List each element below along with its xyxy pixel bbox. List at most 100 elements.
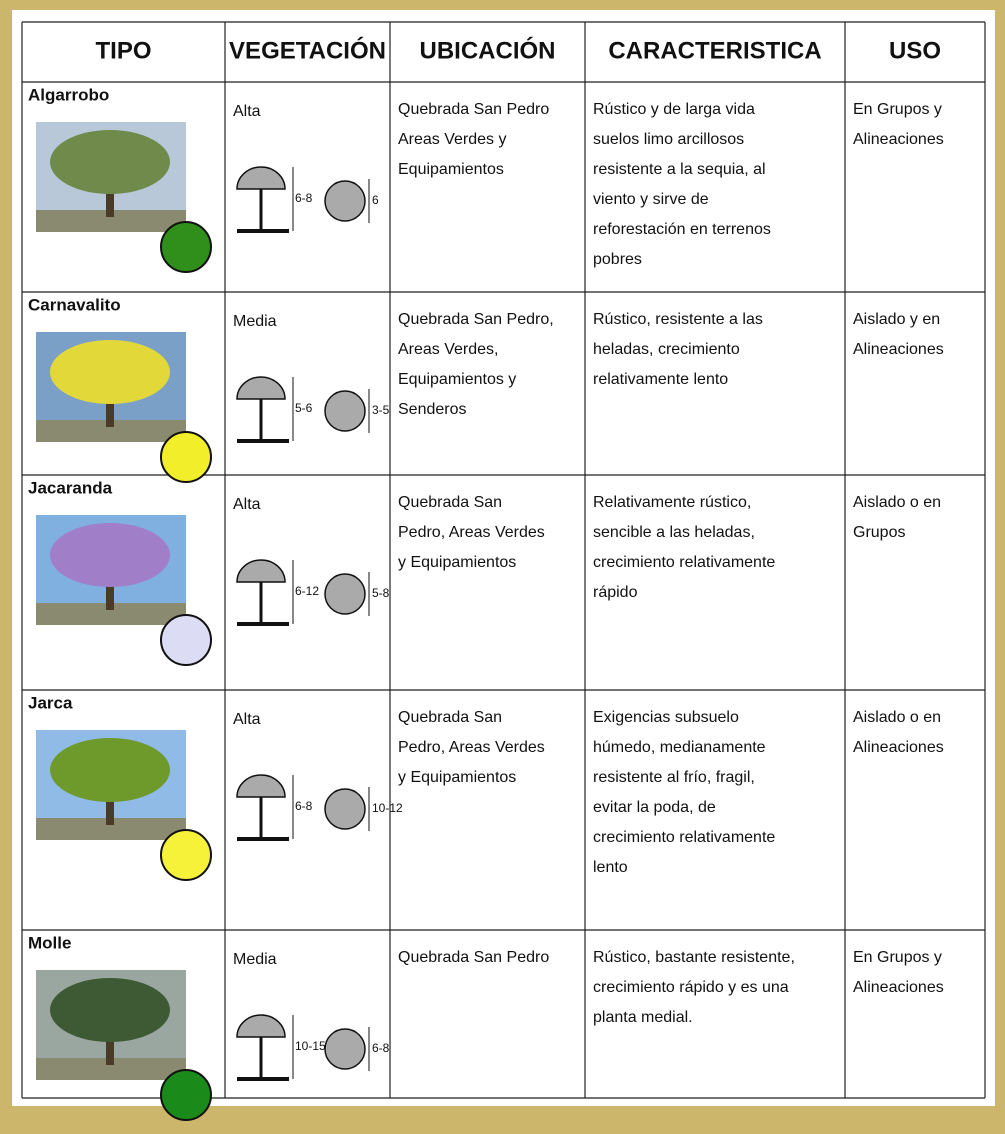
tree-photo-ground (36, 420, 186, 442)
feature-line: viento y sirve de (593, 191, 709, 208)
crown-icon (324, 390, 366, 432)
use-line: Grupos (853, 524, 905, 541)
crown-icon (324, 180, 366, 222)
tree-photo-crown (50, 738, 170, 802)
elevation-icon (236, 774, 286, 798)
use-line: Alineaciones (853, 341, 944, 358)
feature-line: resistente al frío, fragil, (593, 769, 755, 786)
feature-line: crecimiento relativamente (593, 829, 775, 846)
feature-line: reforestación en terrenos (593, 221, 771, 238)
feature-line: Rústico y de larga vida (593, 101, 755, 118)
use-line: Aislado o en (853, 494, 941, 511)
crown-icon (324, 1028, 366, 1070)
tree-plan-symbol (160, 1069, 212, 1121)
tree-photo-trunk (106, 565, 114, 610)
location-line: Quebrada San Pedro (398, 101, 549, 118)
feature-line: heladas, crecimiento (593, 341, 740, 358)
location-line: y Equipamientos (398, 554, 516, 571)
feature-line: evitar la poda, de (593, 799, 716, 816)
tree-photo-ground (36, 603, 186, 625)
column-header: USO (889, 37, 941, 64)
location-line: Pedro, Areas Verdes (398, 739, 545, 756)
feature-line: sencible a las heladas, (593, 524, 755, 541)
tree-name: Carnavalito (28, 295, 121, 314)
use-line: Alineaciones (853, 131, 944, 148)
tree-photo-crown (50, 978, 170, 1042)
feature-line: pobres (593, 251, 642, 268)
height-label: 6-8 (295, 799, 313, 813)
elevation-icon (236, 376, 286, 400)
tree-plan-symbol (160, 614, 212, 666)
location-line: Quebrada San (398, 709, 502, 726)
feature-line: Rústico, bastante resistente, (593, 949, 795, 966)
tree-plan-symbol (160, 829, 212, 881)
column-header: TIPO (95, 37, 151, 64)
column-header: UBICACIÓN (420, 36, 556, 64)
elevation-icon (236, 1014, 286, 1038)
tree-photo-trunk (106, 1020, 114, 1065)
crown-label: 6-8 (372, 1041, 390, 1055)
feature-line: lento (593, 859, 628, 876)
vegetation-level: Alta (233, 711, 261, 728)
tree-photo-crown (50, 130, 170, 194)
tree-photo-ground (36, 1058, 186, 1080)
location-line: Pedro, Areas Verdes (398, 524, 545, 541)
use-line: En Grupos y (853, 949, 942, 966)
crown-icon (324, 573, 366, 615)
vegetation-level: Media (233, 951, 277, 968)
location-line: Senderos (398, 401, 467, 418)
tree-photo-ground (36, 818, 186, 840)
tree-photo-trunk (106, 172, 114, 217)
use-line: Alineaciones (853, 979, 944, 996)
location-line: Equipamientos y (398, 371, 516, 388)
feature-line: húmedo, medianamente (593, 739, 766, 756)
crown-label: 5-8 (372, 586, 390, 600)
feature-line: rápido (593, 584, 638, 601)
location-line: Quebrada San Pedro (398, 949, 549, 966)
column-header: CARACTERISTICA (608, 37, 821, 64)
tree-photo-ground (36, 210, 186, 232)
use-line: Alineaciones (853, 739, 944, 756)
column-header: VEGETACIÓN (229, 36, 386, 64)
elevation-icon (236, 559, 286, 583)
tree-photo-trunk (106, 780, 114, 825)
location-line: y Equipamientos (398, 769, 516, 786)
crown-label: 6 (372, 193, 379, 207)
crown-label: 3-5 (372, 403, 390, 417)
vegetation-level: Alta (233, 103, 261, 120)
feature-line: planta medial. (593, 1009, 693, 1026)
height-label: 10-15 (295, 1039, 326, 1053)
feature-line: Relativamente rústico, (593, 494, 751, 511)
tree-name: Jacaranda (28, 478, 113, 497)
feature-line: crecimiento rápido y es una (593, 979, 789, 996)
feature-line: resistente a la sequia, al (593, 161, 766, 178)
feature-line: Exigencias subsuelo (593, 709, 739, 726)
use-line: En Grupos y (853, 101, 942, 118)
tree-photo-crown (50, 523, 170, 587)
location-line: Areas Verdes, (398, 341, 499, 358)
feature-line: Rústico, resistente a las (593, 311, 763, 328)
tree-photo-crown (50, 340, 170, 404)
vegetation-level: Alta (233, 496, 261, 513)
height-label: 5-6 (295, 401, 313, 415)
crown-label: 10-12 (372, 801, 403, 815)
tree-plan-symbol (160, 221, 212, 273)
vegetation-level: Media (233, 313, 277, 330)
location-line: Quebrada San (398, 494, 502, 511)
location-line: Areas Verdes y (398, 131, 507, 148)
height-label: 6-8 (295, 191, 313, 205)
height-label: 6-12 (295, 584, 319, 598)
elevation-icon (236, 166, 286, 190)
tree-name: Algarrobo (28, 85, 109, 104)
feature-line: suelos limo arcillosos (593, 131, 744, 148)
feature-line: relativamente lento (593, 371, 728, 388)
tree-name: Jarca (28, 693, 73, 712)
tree-photo-trunk (106, 382, 114, 427)
use-line: Aislado o en (853, 709, 941, 726)
tree-plan-symbol (160, 431, 212, 483)
location-line: Quebrada San Pedro, (398, 311, 554, 328)
use-line: Aislado y en (853, 311, 940, 328)
tree-name: Molle (28, 933, 71, 952)
location-line: Equipamientos (398, 161, 504, 178)
